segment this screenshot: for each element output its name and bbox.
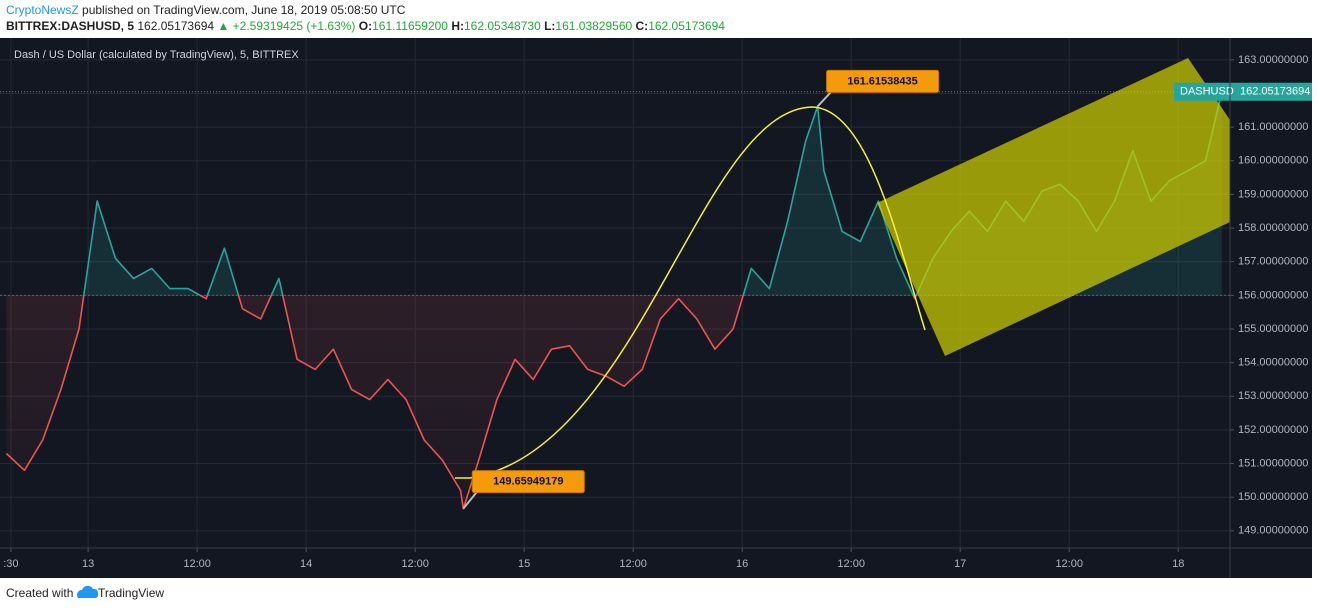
header: CryptoNewsZ published on TradingView.com… xyxy=(6,3,406,17)
high-label: H: xyxy=(451,19,464,33)
close: 162.05173694 xyxy=(648,19,725,33)
last: 162.05173694 xyxy=(137,19,214,33)
x-tick-label: 17 xyxy=(954,558,966,570)
callout-box xyxy=(471,470,585,494)
series-name: DASHUSD xyxy=(1180,86,1234,98)
x-tick-label: :30 xyxy=(3,558,18,570)
y-tick-label: 156.00000000 xyxy=(1238,289,1308,301)
channel[interactable] xyxy=(877,58,1230,356)
x-tick-label: 12:00 xyxy=(401,558,429,570)
y-tick-label: 161.00000000 xyxy=(1238,121,1308,133)
tv-logo xyxy=(77,585,99,598)
x-tick-label: 16 xyxy=(736,558,748,570)
footer-text: Created with xyxy=(6,586,73,600)
footer-brand[interactable]: TradingView xyxy=(98,586,164,600)
open: 161.11659200 xyxy=(372,19,448,33)
callout-label: 149.65949179 xyxy=(493,476,563,488)
x-tick-label: 12:00 xyxy=(837,558,865,570)
x-tick-label: 12:00 xyxy=(1055,558,1083,570)
brand[interactable]: CryptoNewsZ xyxy=(6,3,79,17)
callout-label: 161.61538435 xyxy=(847,75,917,87)
callout-connector xyxy=(462,492,478,510)
last-price-label: 162.05173694 xyxy=(1240,86,1310,98)
y-tick-label: 150.00000000 xyxy=(1238,491,1308,503)
x-tick-label: 15 xyxy=(518,558,530,570)
drawings xyxy=(455,58,1230,479)
x-tick-label: 12:00 xyxy=(183,558,211,570)
change: ▲ +2.59319425 (+1.63%) xyxy=(217,19,355,33)
low: 161.03829560 xyxy=(555,19,632,33)
low-label: L: xyxy=(544,19,555,33)
close-label: C: xyxy=(636,19,649,33)
y-tick-label: 158.00000000 xyxy=(1238,222,1308,234)
y-tick-label: 151.00000000 xyxy=(1238,457,1308,469)
x-tick-label: 13 xyxy=(82,558,94,570)
y-tick-label: 160.00000000 xyxy=(1238,155,1308,167)
x-tick-label: 12:00 xyxy=(619,558,647,570)
y-tick-label: 149.00000000 xyxy=(1238,525,1308,537)
quote: BITTREX:DASHUSD, 5 162.05173694 ▲ +2.593… xyxy=(6,19,725,33)
symbol: BITTREX:DASHUSD, 5 xyxy=(6,19,134,33)
baseline-area xyxy=(6,91,1222,509)
callout-connector xyxy=(816,91,832,108)
x-tick-label: 18 xyxy=(1172,558,1184,570)
arc-drawing[interactable] xyxy=(455,106,926,479)
y-tick-label: 154.00000000 xyxy=(1238,357,1308,369)
high: 162.05348730 xyxy=(464,19,541,33)
y-tick-label: 157.00000000 xyxy=(1238,256,1308,268)
last-price-box xyxy=(1174,82,1312,101)
x-tick-label: 14 xyxy=(300,558,312,570)
open-label: O: xyxy=(359,19,372,33)
published: published on TradingView.com, June 18, 2… xyxy=(82,3,406,17)
callout-box xyxy=(826,69,940,93)
y-tick-label: 153.00000000 xyxy=(1238,390,1308,402)
y-tick-label: 152.00000000 xyxy=(1238,424,1308,436)
y-tick-label: 163.00000000 xyxy=(1238,54,1308,66)
y-tick-label: 159.00000000 xyxy=(1238,188,1308,200)
y-tick-label: 155.00000000 xyxy=(1238,323,1308,335)
chart-title: Dash / US Dollar (calculated by TradingV… xyxy=(14,49,299,61)
